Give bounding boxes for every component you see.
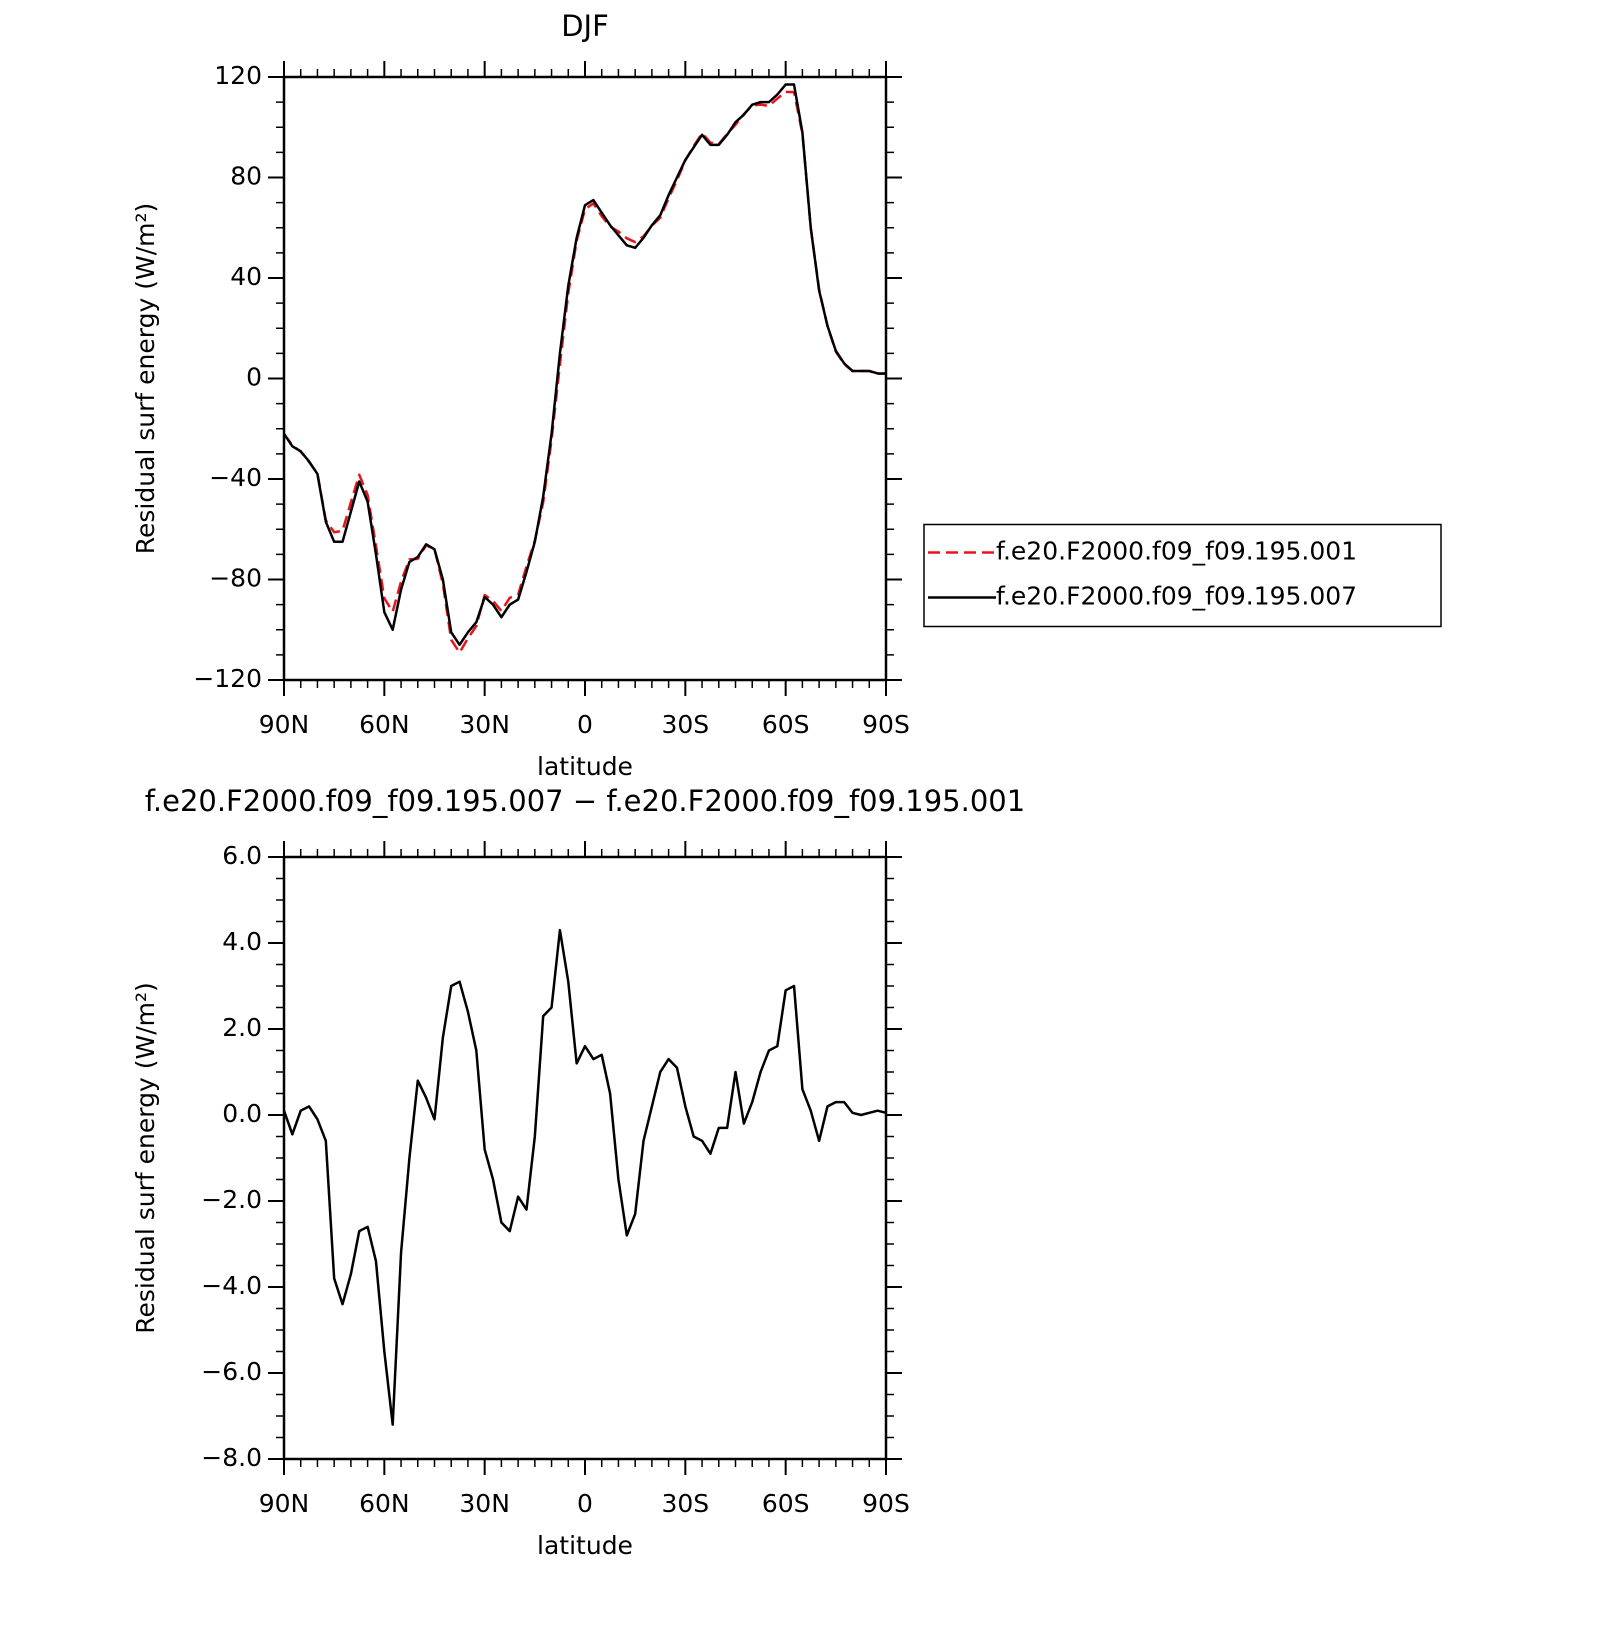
- x-tick-label: 90S: [862, 710, 910, 739]
- y-axis-label: Residual surf energy (W/m²): [131, 203, 160, 555]
- y-tick-label: −6.0: [201, 1357, 262, 1386]
- data-line: [282, 928, 887, 1426]
- x-tick-label: 60N: [359, 710, 410, 739]
- x-axis-label: latitude: [537, 752, 633, 781]
- y-tick-label: 6.0: [222, 841, 262, 870]
- x-tick-label: 60N: [359, 1489, 410, 1518]
- x-tick-label: 60S: [762, 1489, 810, 1518]
- y-tick-label: 80: [230, 162, 262, 191]
- y-tick-label: −80: [209, 564, 262, 593]
- y-tick-label: 120: [214, 61, 262, 90]
- legend-label: f.e20.F2000.f09_f09.195.001: [996, 537, 1357, 566]
- chart-title: DJF: [561, 9, 609, 43]
- y-tick-label: −120: [193, 664, 262, 693]
- y-tick-label: 0: [246, 363, 262, 392]
- plot-frame: [282, 75, 888, 682]
- data-line: [282, 90, 887, 654]
- y-axis-label: Residual surf energy (W/m²): [131, 982, 160, 1334]
- data-line: [282, 83, 886, 647]
- x-tick-label: 0: [577, 710, 593, 739]
- plot-frame: [282, 855, 888, 1461]
- x-tick-label: 60S: [762, 710, 810, 739]
- x-tick-label: 90N: [259, 710, 310, 739]
- x-tick-label: 30S: [661, 1489, 709, 1518]
- x-tick-label: 30S: [661, 710, 709, 739]
- y-tick-label: 2.0: [222, 1013, 262, 1042]
- x-tick-label: 0: [577, 1489, 593, 1518]
- x-tick-label: 30N: [459, 710, 510, 739]
- y-tick-label: −2.0: [201, 1185, 262, 1214]
- y-tick-label: −8.0: [201, 1443, 262, 1472]
- x-tick-label: 90N: [259, 1489, 310, 1518]
- legend-box: [923, 523, 1442, 628]
- y-tick-label: 40: [230, 262, 262, 291]
- y-tick-label: −4.0: [201, 1271, 262, 1300]
- y-tick-label: −40: [209, 463, 262, 492]
- chart-title: f.e20.F2000.f09_f09.195.007 − f.e20.F200…: [145, 784, 1025, 818]
- y-tick-label: 0.0: [222, 1099, 262, 1128]
- y-tick-label: 4.0: [222, 927, 262, 956]
- legend-label: f.e20.F2000.f09_f09.195.007: [996, 582, 1357, 611]
- x-axis-label: latitude: [537, 1531, 633, 1560]
- x-tick-label: 90S: [862, 1489, 910, 1518]
- x-tick-label: 30N: [459, 1489, 510, 1518]
